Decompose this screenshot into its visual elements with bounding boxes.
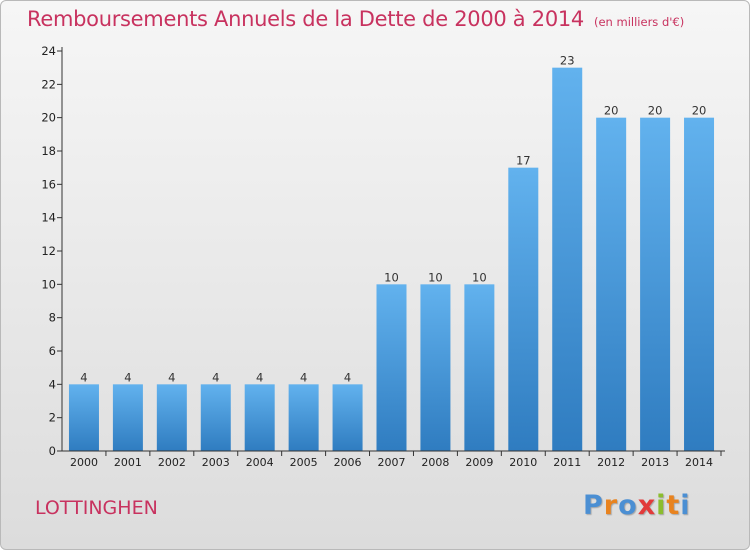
logo-letter: t (666, 490, 681, 521)
data-label-2001: 4 (124, 370, 131, 384)
y-tick-label-12: 12 (41, 244, 56, 258)
data-label-2007: 10 (384, 270, 399, 284)
y-tick-label-22: 22 (41, 77, 56, 91)
logo-letter: x (637, 490, 657, 521)
bar-2000 (68, 384, 99, 451)
bar-2003 (200, 384, 231, 451)
data-label-2008: 10 (428, 270, 443, 284)
bar-2002 (156, 384, 187, 451)
x-tick-label-2006: 2006 (334, 456, 362, 469)
logo-letter: i (656, 490, 667, 521)
y-tick-label-6: 6 (49, 344, 56, 358)
x-tick-label-2011: 2011 (553, 456, 581, 469)
data-label-2000: 4 (80, 370, 87, 384)
x-tick-label-2001: 2001 (114, 456, 142, 469)
bar-2004 (244, 384, 275, 451)
x-tick-label-2008: 2008 (421, 456, 449, 469)
data-label-2011: 23 (560, 54, 575, 68)
bar-2001 (112, 384, 143, 451)
data-label-2013: 20 (648, 104, 663, 118)
x-tick-label-2007: 2007 (378, 456, 406, 469)
y-tick-label-24: 24 (41, 44, 56, 58)
data-label-2012: 20 (604, 104, 619, 118)
x-tick-label-2000: 2000 (70, 456, 98, 469)
chart-title-text: Remboursements Annuels de la Dette de 20… (27, 7, 584, 31)
logo-letter: r (603, 490, 619, 521)
x-tick-label-2013: 2013 (641, 456, 669, 469)
bar-2005 (288, 384, 319, 451)
bar-2010 (508, 167, 539, 451)
bar-2012 (596, 117, 627, 452)
y-tick-label-16: 16 (41, 177, 56, 191)
y-tick-label-10: 10 (41, 277, 56, 291)
bar-2014 (684, 117, 715, 452)
data-label-2005: 4 (300, 370, 307, 384)
logo-letter: o (618, 490, 638, 521)
bar-2008 (420, 284, 451, 451)
city-name: LOTTINGHEN (35, 497, 158, 519)
y-tick-label-2: 2 (49, 411, 56, 425)
chart-unit-label: (en milliers d'€) (594, 15, 685, 29)
proxiti-logo[interactable]: Proxiti (583, 490, 691, 521)
x-tick-label-2010: 2010 (509, 456, 537, 469)
y-tick-label-18: 18 (41, 144, 56, 158)
logo-letter: i (680, 490, 691, 521)
data-label-2014: 20 (692, 104, 707, 118)
data-label-2006: 4 (344, 370, 351, 384)
chart-title: Remboursements Annuels de la Dette de 20… (27, 7, 684, 31)
data-label-2010: 17 (516, 154, 531, 168)
bar-2011 (552, 67, 583, 452)
data-label-2009: 10 (472, 270, 487, 284)
data-label-2003: 4 (212, 370, 219, 384)
x-tick-label-2005: 2005 (290, 456, 318, 469)
bar-2009 (464, 284, 495, 451)
data-label-2002: 4 (168, 370, 175, 384)
logo-letter: P (583, 490, 604, 521)
bar-2013 (640, 117, 671, 452)
bar-2006 (332, 384, 363, 451)
x-tick-label-2002: 2002 (158, 456, 186, 469)
bar-2007 (376, 284, 407, 451)
y-tick-label-20: 20 (41, 111, 56, 125)
x-tick-label-2004: 2004 (246, 456, 274, 469)
y-tick-label-4: 4 (49, 377, 56, 391)
y-tick-label-8: 8 (49, 311, 56, 325)
data-label-2004: 4 (256, 370, 263, 384)
x-tick-label-2003: 2003 (202, 456, 230, 469)
x-tick-label-2009: 2009 (465, 456, 493, 469)
y-tick-label-14: 14 (41, 211, 56, 225)
y-tick-label-0: 0 (49, 444, 56, 458)
x-tick-label-2012: 2012 (597, 456, 625, 469)
x-tick-label-2014: 2014 (685, 456, 713, 469)
